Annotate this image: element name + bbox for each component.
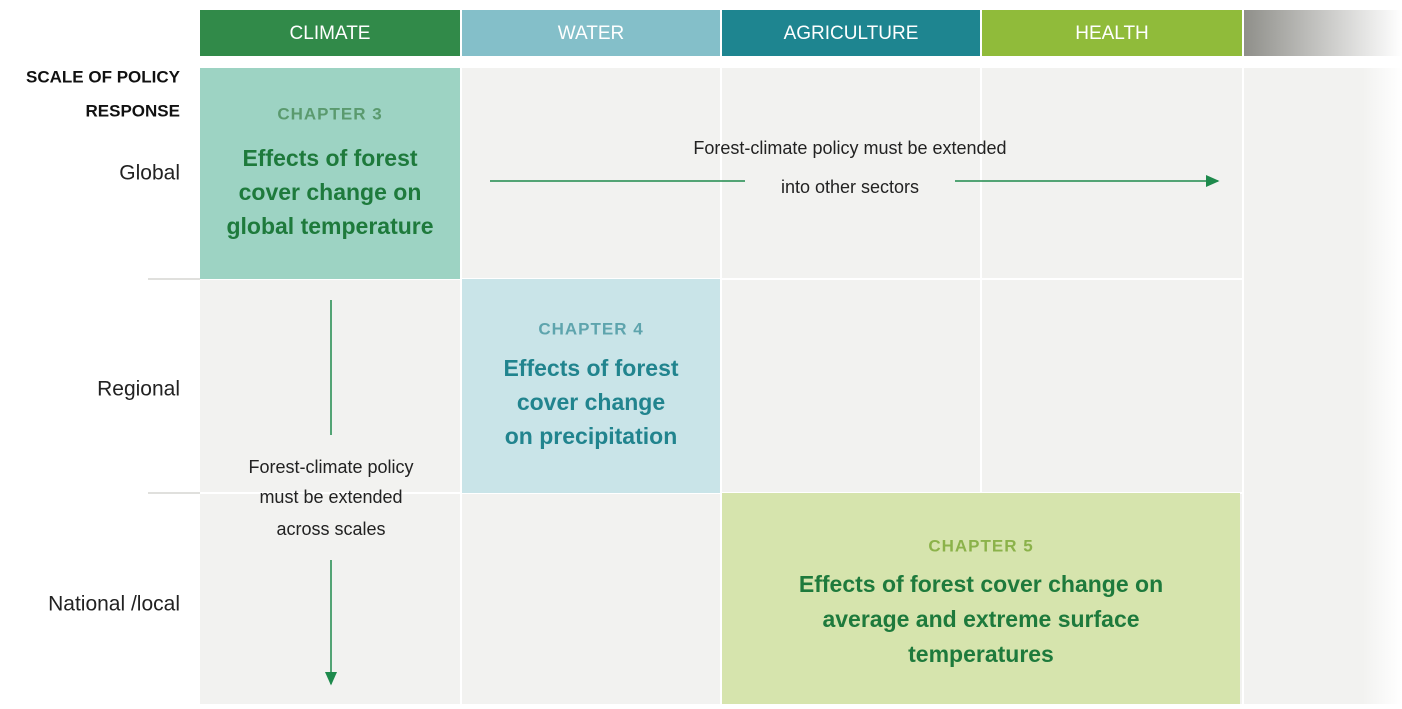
chapter-title: Effects of forest cover change on [799,571,1163,597]
header-cell [462,10,720,56]
row-header: SCALE OF POLICY [26,67,181,86]
column-label: WATER [558,23,625,44]
row-label: National /local [48,593,180,616]
arrow-text: into other sectors [781,177,919,197]
column-label: CLIMATE [290,23,371,44]
chapter-title: average and extreme surface [822,606,1139,632]
arrow-text: must be extended [259,487,402,507]
chapter-title: global temperature [226,213,433,239]
row-label: Global [119,162,180,185]
chapter-label: CHAPTER 5 [928,536,1033,555]
chapter-label: CHAPTER 4 [538,319,643,338]
chapter-title: temperatures [908,641,1054,667]
row-header: RESPONSE [86,101,180,120]
chapter-box [722,493,1240,704]
arrow-text: Forest-climate policy [248,457,413,477]
header-fade [1244,10,1402,56]
row-label: Regional [97,378,180,401]
column-label: HEALTH [1075,23,1149,44]
chapter-box [200,68,460,279]
chapter-title: Effects of forest [242,145,417,171]
header-cell [200,10,460,56]
grid-fade [1244,68,1402,704]
chapter-title: Effects of forest [503,355,678,381]
header-cell [722,10,980,56]
arrow-text: across scales [276,519,385,539]
chapter-title: on precipitation [505,423,678,449]
arrow-text: Forest-climate policy must be extended [693,138,1006,158]
chapter-box [462,279,720,493]
header-cell [982,10,1242,56]
chapter-label: CHAPTER 3 [277,104,382,123]
chapter-title: cover change on [239,179,422,205]
column-label: AGRICULTURE [784,23,919,44]
chapter-title: cover change [517,389,665,415]
